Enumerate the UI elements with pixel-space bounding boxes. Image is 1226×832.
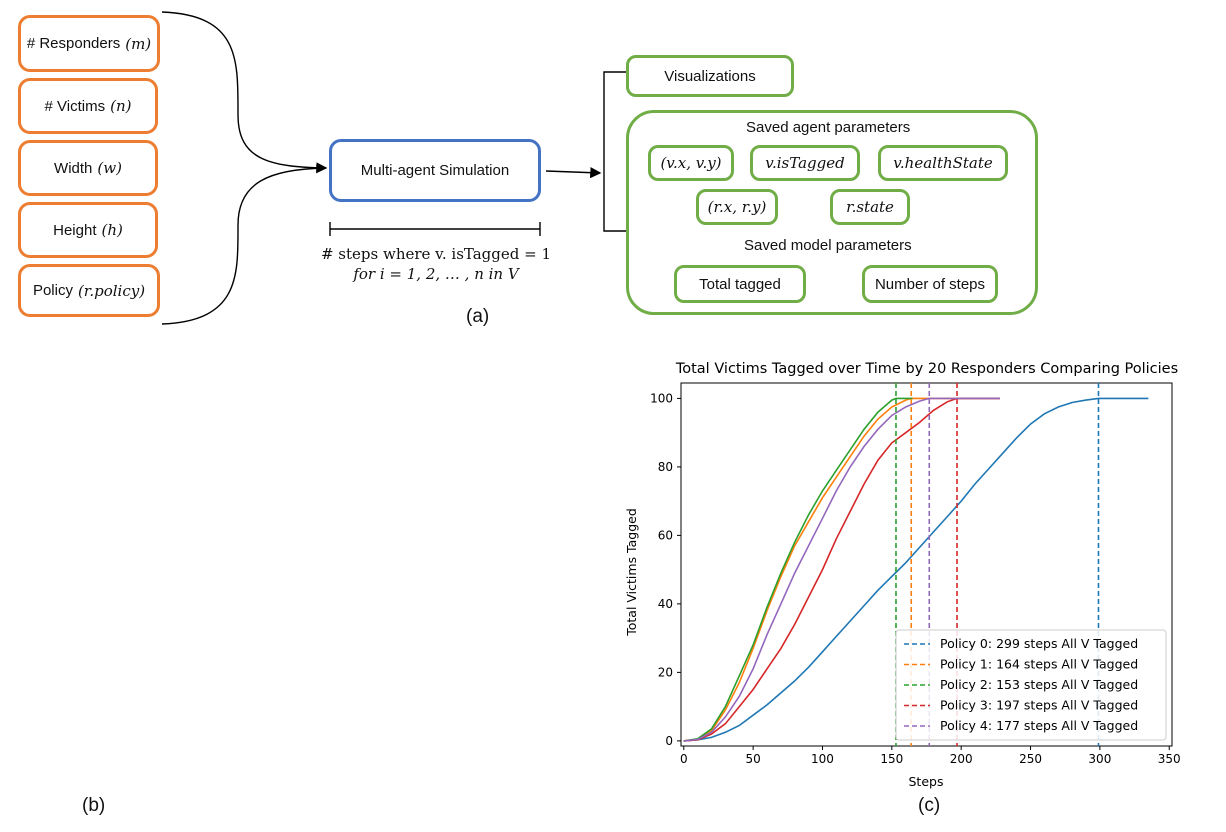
- visualizations-label: Visualizations: [664, 67, 756, 85]
- y-tick-label: 100: [650, 391, 673, 405]
- agent-param-rxy: (r.x, r.y): [696, 189, 778, 225]
- input-symbol: (h): [101, 221, 123, 239]
- steps-span-bar: [329, 222, 541, 236]
- caption-a: (a): [466, 306, 490, 327]
- series-line-policy-0: [683, 397, 1149, 742]
- input-box-victims: # Victims (n): [18, 78, 158, 134]
- input-label: Width: [54, 159, 93, 177]
- input-box-responders: # Responders (m): [18, 15, 160, 72]
- steps-formula: # steps where v. isTagged = 1 for i = 1,…: [296, 244, 576, 284]
- legend-entry: Policy 1: 164 steps All V Tagged: [940, 657, 1138, 672]
- input-label: # Victims: [44, 97, 106, 115]
- legend-entry: Policy 4: 177 steps All V Tagged: [940, 718, 1138, 733]
- plot-frame: [680, 382, 1173, 747]
- policy-comparison-chart: Total Victims Tagged over Time by 20 Res…: [624, 361, 1181, 789]
- input-box-policy: Policy (r.policy): [18, 264, 160, 317]
- model-params-title: Saved model parameters: [744, 237, 912, 254]
- input-symbol: (m): [125, 34, 152, 53]
- x-tick-label: 250: [1019, 752, 1042, 766]
- x-tick-label: 50: [745, 752, 760, 766]
- legend-entry: Policy 2: 153 steps All V Tagged: [940, 677, 1138, 692]
- input-symbol: (n): [110, 97, 132, 115]
- y-tick-label: 0: [665, 734, 673, 748]
- x-tick-label: 100: [811, 752, 834, 766]
- y-tick-label: 40: [658, 597, 673, 611]
- y-tick-label: 60: [658, 528, 673, 542]
- x-tick-label: 300: [1088, 752, 1111, 766]
- x-tick-label: 200: [950, 752, 973, 766]
- input-bracket-curve: [161, 11, 328, 174]
- formula-line-1: # steps where v. isTagged = 1: [320, 245, 552, 263]
- x-axis-label: Steps: [909, 774, 944, 789]
- input-symbol: (r.policy): [77, 281, 146, 300]
- simulation-label: Multi-agent Simulation: [360, 162, 510, 179]
- input-box-width: Width (w): [18, 140, 158, 196]
- input-symbol: (w): [97, 159, 122, 177]
- legend-box: [895, 629, 1167, 741]
- x-tick-label: 0: [680, 752, 688, 766]
- output-bracket: [603, 71, 626, 232]
- simulation-box: Multi-agent Simulation: [329, 139, 541, 202]
- legend-entry: Policy 3: 197 steps All V Tagged: [940, 698, 1138, 713]
- agent-param-istagged: v.isTagged: [750, 145, 860, 181]
- agent-param-vxy: (v.x, v.y): [648, 145, 734, 181]
- agent-param-healthstate: v.healthState: [878, 145, 1008, 181]
- sim-to-output-arrow: [545, 167, 602, 179]
- agent-param-rstate: r.state: [830, 189, 910, 225]
- x-tick-label: 350: [1158, 752, 1181, 766]
- series-line-policy-4: [683, 397, 1000, 742]
- visualizations-box: Visualizations: [626, 55, 794, 97]
- input-label: Policy: [32, 282, 73, 299]
- input-bracket-curve-lower: [161, 167, 327, 325]
- connector-lines: [161, 11, 626, 325]
- y-tick-label: 20: [658, 665, 673, 679]
- input-label: Height: [53, 221, 97, 239]
- formula-line-2: for i = 1, 2, … , n in V: [353, 265, 519, 283]
- chart-title: Total Victims Tagged over Time by 20 Res…: [675, 361, 1178, 377]
- model-param-total-tagged: Total tagged: [674, 265, 806, 303]
- series-line-policy-2: [683, 397, 913, 742]
- legend-entry: Policy 0: 299 steps All V Tagged: [940, 636, 1138, 651]
- y-axis-label: Total Victims Tagged: [624, 508, 639, 637]
- model-param-number-of-steps: Number of steps: [862, 265, 998, 303]
- input-label: # Responders: [26, 35, 121, 52]
- y-tick-label: 80: [658, 460, 673, 474]
- agent-params-title: Saved agent parameters: [746, 119, 911, 136]
- x-tick-label: 150: [880, 752, 903, 766]
- caption-b: (b): [82, 795, 106, 816]
- input-box-height: Height (h): [18, 202, 158, 258]
- caption-c: (c): [918, 795, 941, 816]
- saved-parameters-container: [626, 110, 1038, 315]
- series-line-policy-3: [683, 397, 1000, 742]
